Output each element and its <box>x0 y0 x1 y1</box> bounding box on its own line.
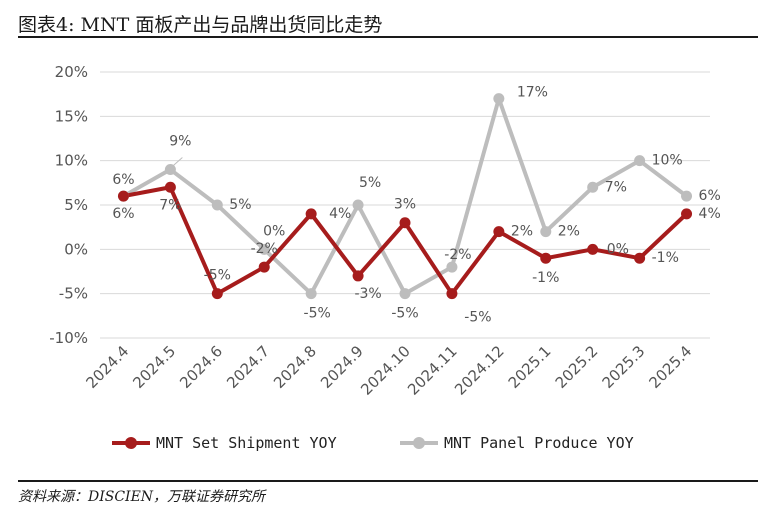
legend: MNT Set Shipment YOY MNT Panel Produce YO… <box>112 434 634 452</box>
data-label: 6% <box>699 188 721 204</box>
x-axis-ticks: 2024.42024.52024.62024.72024.82024.92024… <box>82 342 695 399</box>
bottom-rule <box>18 480 758 482</box>
figure-title: 图表4: MNT 面板产出与品牌出货同比走势 <box>18 14 383 36</box>
source-note: 资料来源：DISCIEN，万联证券研究所 <box>18 489 266 505</box>
x-tick-label: 2024.7 <box>223 342 273 392</box>
data-point <box>117 190 129 202</box>
grid-lines <box>100 71 710 339</box>
data-point <box>399 288 411 300</box>
data-point <box>681 190 693 202</box>
x-tick-label: 2025.3 <box>599 342 649 392</box>
x-tick-label: 2025.4 <box>646 342 696 392</box>
data-label: 2% <box>511 224 533 240</box>
data-label: -5% <box>304 306 331 322</box>
data-label: 10% <box>652 153 683 169</box>
data-label: 9% <box>169 134 191 150</box>
data-label: -1% <box>532 270 559 286</box>
data-label: 4% <box>329 206 351 222</box>
data-point <box>587 243 599 255</box>
data-label: 17% <box>517 85 548 101</box>
data-point <box>634 155 646 167</box>
data-label: 3% <box>394 197 416 213</box>
x-tick-label: 2024.12 <box>451 342 508 399</box>
data-point <box>540 226 552 238</box>
data-point <box>258 243 270 255</box>
figure-header: 图表4: MNT 面板产出与品牌出货同比走势 <box>18 6 758 36</box>
data-point <box>211 288 223 300</box>
legend-marker <box>413 437 425 449</box>
data-point <box>446 288 458 300</box>
data-label: 0% <box>263 223 285 239</box>
data-point <box>493 93 505 105</box>
data-label: 7% <box>605 179 627 195</box>
data-label: -2% <box>444 247 471 263</box>
line-chart: 20%15%10%5%0%-5%-10% 2024.42024.52024.62… <box>49 63 721 452</box>
data-labels: 6% 7% -5% -2% 4% -3% 3% -5% 2% -1% 0% -1% 4% 6% 9% 5% 0%… <box>112 85 720 326</box>
legend-label: MNT Panel Produce YOY <box>444 434 634 452</box>
data-label: -5% <box>391 306 418 322</box>
data-label: 5% <box>359 175 381 191</box>
data-label: 4% <box>699 206 721 222</box>
x-tick-label: 2024.4 <box>82 342 132 392</box>
data-label: 2% <box>558 224 580 240</box>
data-point <box>634 252 646 264</box>
x-tick-label: 2025.1 <box>505 342 555 392</box>
data-label: -1% <box>652 250 679 266</box>
data-label: -3% <box>354 286 381 302</box>
legend-label: MNT Set Shipment YOY <box>156 434 337 452</box>
x-tick-label: 2024.6 <box>176 342 226 392</box>
y-tick-label: -5% <box>59 285 88 303</box>
y-tick-label: 10% <box>55 152 88 170</box>
data-label: 6% <box>112 206 134 222</box>
data-label: 5% <box>229 197 251 213</box>
x-tick-label: 2024.11 <box>404 342 461 399</box>
y-axis-ticks: 20% 15% 10% 5% 0% -5% -10% <box>49 63 88 347</box>
data-point <box>164 181 176 193</box>
data-point <box>352 199 364 211</box>
leader-line <box>173 157 183 166</box>
data-point <box>681 208 693 220</box>
data-label: 7% <box>159 197 181 213</box>
y-tick-label: 0% <box>64 240 88 258</box>
top-rule <box>18 36 758 38</box>
data-label: 0% <box>607 241 629 257</box>
data-point <box>352 270 364 282</box>
data-point <box>446 261 458 273</box>
data-label: -5% <box>204 268 231 284</box>
y-tick-label: 20% <box>55 63 88 81</box>
data-point <box>211 199 223 211</box>
data-label: -5% <box>464 310 491 326</box>
data-point <box>258 261 270 273</box>
series-points <box>117 93 693 300</box>
data-point <box>493 226 505 238</box>
y-tick-label: 5% <box>64 196 88 214</box>
data-point <box>399 217 411 229</box>
x-tick-label: 2024.5 <box>129 342 179 392</box>
data-point <box>164 164 176 176</box>
data-label: 6% <box>112 172 134 188</box>
data-point <box>305 288 317 300</box>
x-tick-label: 2024.10 <box>357 342 414 399</box>
y-tick-label: -10% <box>49 329 88 347</box>
x-tick-label: 2025.2 <box>552 342 602 392</box>
y-tick-label: 15% <box>55 107 88 125</box>
x-tick-label: 2024.8 <box>270 342 320 392</box>
data-point <box>540 252 552 264</box>
data-point <box>305 208 317 220</box>
legend-marker <box>125 437 137 449</box>
data-label: -2% <box>251 241 278 257</box>
data-point <box>587 181 599 193</box>
